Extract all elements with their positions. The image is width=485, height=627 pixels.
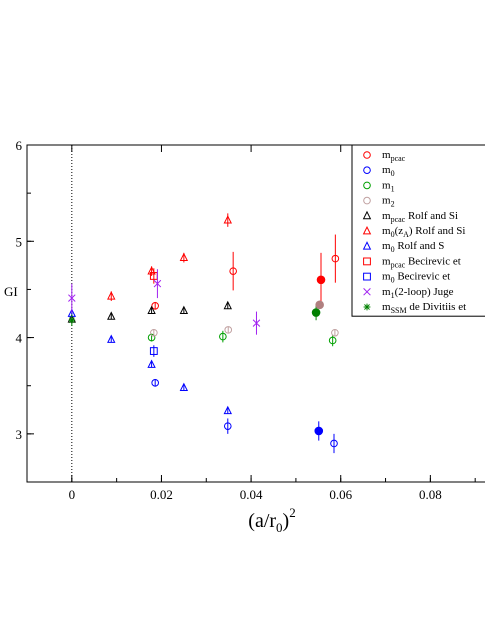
series-filled_green — [311, 304, 321, 321]
data-point — [179, 252, 189, 262]
legend-label: m0(zA) Rolf and Si — [382, 225, 465, 239]
data-point — [331, 254, 340, 263]
legend-label: m1 — [382, 179, 395, 193]
legend-marker — [363, 181, 371, 190]
x-tick-label: 0.04 — [240, 487, 263, 502]
data-point — [147, 305, 156, 315]
data-point — [107, 291, 116, 300]
legend-item: mpcac — [363, 149, 406, 163]
data-point — [223, 300, 232, 310]
data-point — [223, 422, 232, 430]
series-filled_blue — [314, 421, 324, 441]
y-tick-label: 5 — [16, 234, 23, 249]
series-m2_open — [150, 326, 339, 337]
series-m0zA_rs — [107, 213, 232, 301]
legend-label: mpcac — [382, 149, 406, 163]
x-axis-label: (a/r0)2 — [248, 505, 295, 535]
data-point — [179, 305, 189, 315]
legend-item: m2 — [363, 195, 395, 209]
legend-marker — [363, 303, 371, 311]
legend-item: m0 — [363, 164, 395, 178]
data-point — [314, 426, 324, 436]
data-point — [223, 215, 232, 224]
y-tick-label: 3 — [16, 427, 23, 442]
legend-label: mSSM de Divitiis et — [382, 301, 466, 315]
data-point — [147, 333, 156, 342]
legend-box — [351, 144, 485, 317]
series-m_pcac_open — [151, 234, 340, 310]
legend-marker — [363, 151, 371, 159]
x-tick-label: 0 — [69, 487, 76, 502]
legend-label: m0 Rolf and S — [382, 240, 444, 254]
y-tick-label: 6 — [16, 138, 23, 153]
x-tick-label: 0.08 — [419, 487, 442, 502]
y-tick-label: 4 — [16, 331, 23, 346]
legend-marker — [362, 225, 372, 235]
data-point — [151, 301, 159, 310]
data-point — [107, 311, 116, 320]
data-point — [149, 347, 158, 355]
legend-marker — [362, 210, 372, 220]
legend-label: m2 — [382, 195, 395, 209]
legend-label: mpcac Becirevic et — [382, 255, 461, 269]
legend-label: mpcac Rolf and Si — [382, 210, 458, 224]
legend-item: mpcac Rolf and Si — [362, 210, 458, 224]
data-point — [223, 405, 232, 415]
series-m_pcac_rs — [67, 300, 232, 323]
series-m0_bec — [149, 345, 158, 357]
x-tick-label: 0.06 — [329, 487, 352, 502]
legend-marker — [362, 241, 372, 250]
series-m1_juge — [68, 269, 261, 335]
series-m0_rs — [67, 308, 232, 415]
legend-marker — [363, 257, 371, 266]
legend-marker — [363, 196, 371, 205]
legend-label: m0 — [382, 164, 395, 178]
data-point — [316, 275, 326, 285]
legend-marker — [363, 272, 371, 281]
data-point — [330, 439, 338, 448]
plot-border — [26, 144, 485, 483]
data-point — [219, 332, 227, 341]
data-point — [179, 382, 189, 392]
data-point — [147, 359, 156, 368]
legend-label: m1(2-loop) Juge — [382, 286, 454, 300]
legend-label: m0 Becirevic et — [382, 271, 450, 285]
legend-item: m0 Rolf and S — [362, 240, 444, 254]
legend-item: m1 — [363, 179, 395, 193]
legend-item: m0 Becirevic et — [363, 271, 450, 285]
data-point — [315, 300, 324, 310]
legend-item: mpcac Becirevic et — [363, 255, 461, 269]
legend-marker — [363, 166, 371, 174]
data-point — [150, 328, 158, 337]
data-point — [224, 326, 233, 334]
data-point — [68, 294, 76, 302]
x-axis-ticks: 0 0.02 0.04 0.06 0.08 — [26, 145, 476, 502]
series-m_ssm — [68, 314, 76, 327]
legend-item: m0(zA) Rolf and Si — [362, 225, 465, 239]
data-point — [331, 328, 339, 337]
y-axis-label: GI — [4, 284, 18, 299]
data-point — [153, 279, 162, 288]
data-point — [68, 316, 76, 324]
data-point — [311, 308, 321, 317]
legend-marker — [363, 288, 371, 296]
data-marks — [67, 213, 340, 454]
series-m0_open — [151, 378, 338, 454]
data-point — [147, 266, 156, 275]
y-axis-ticks: 3 4 5 6 — [16, 138, 34, 483]
data-point — [107, 334, 116, 343]
legend-item: mSSM de Divitiis et — [363, 301, 466, 315]
data-point — [151, 379, 159, 387]
data-point — [229, 267, 237, 275]
series-filled_gray — [315, 300, 324, 310]
series-m1_open — [147, 330, 337, 347]
x-tick-label: 0.02 — [150, 487, 173, 502]
data-point — [252, 319, 261, 327]
data-point — [328, 336, 337, 345]
legend-item: m1(2-loop) Juge — [363, 286, 454, 300]
plot-frame — [26, 144, 485, 483]
series-filled_red — [316, 252, 326, 307]
